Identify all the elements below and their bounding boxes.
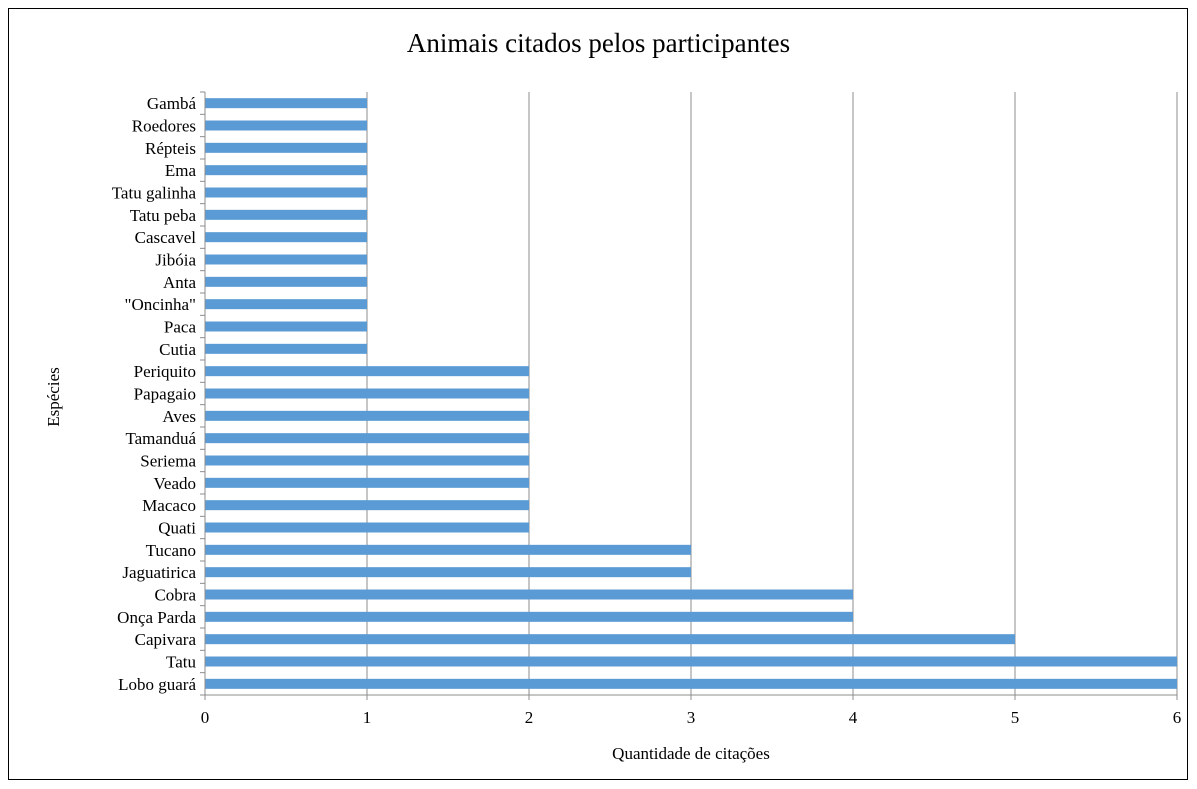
bar [205, 656, 1177, 667]
y-tick-label: Macaco [142, 496, 196, 515]
bar [205, 567, 691, 578]
y-tick-label: Gambá [147, 94, 197, 113]
bar [205, 165, 367, 176]
bar [205, 209, 367, 220]
bar [205, 589, 853, 600]
y-tick-label: Capivara [135, 630, 197, 649]
bar [205, 433, 529, 444]
y-tick-label: Tamanduá [125, 429, 196, 448]
y-tick-label: Roedores [132, 117, 196, 136]
bar [205, 254, 367, 265]
y-tick-label: Jibóia [155, 251, 196, 270]
y-tick-label: Paca [164, 318, 197, 337]
y-tick-label: Anta [163, 273, 197, 292]
bar [205, 410, 529, 421]
bar [205, 455, 529, 466]
y-tick-label: Quati [158, 519, 196, 538]
y-tick-label: Tatu peba [130, 206, 197, 225]
bar [205, 500, 529, 511]
y-tick-label: Tucano [146, 541, 196, 560]
bar [205, 611, 853, 622]
bar [205, 120, 367, 131]
y-tick-label: Aves [162, 407, 196, 426]
y-tick-label: Cutia [159, 340, 196, 359]
chart-title: Animais citados pelos participantes [406, 28, 791, 58]
x-tick-label: 3 [687, 708, 696, 727]
bar [205, 634, 1015, 645]
y-tick-label: Veado [154, 474, 196, 493]
bar [205, 187, 367, 198]
bar [205, 276, 367, 287]
bar [205, 388, 529, 399]
x-tick-label: 1 [363, 708, 372, 727]
y-tick-label: Cascavel [135, 228, 197, 247]
bar [205, 98, 367, 109]
x-tick-label: 5 [1011, 708, 1020, 727]
x-tick-label: 4 [849, 708, 858, 727]
y-tick-label: Tatu [166, 653, 196, 672]
bar [205, 678, 1177, 689]
bar [205, 299, 367, 310]
y-tick-label: Onça Parda [117, 608, 196, 627]
y-tick-label: Tatu galinha [112, 184, 197, 203]
bar [205, 477, 529, 488]
y-tick-label: Cobra [154, 586, 196, 605]
y-tick-label: Periquito [134, 362, 196, 381]
bar [205, 544, 691, 555]
bar [205, 522, 529, 533]
bar [205, 366, 529, 377]
bar [205, 232, 367, 243]
bar [205, 142, 367, 153]
y-tick-label: Jaguatirica [122, 563, 196, 582]
y-tick-label: Ema [165, 161, 197, 180]
bar [205, 321, 367, 332]
y-tick-label: Répteis [145, 139, 196, 158]
bar [205, 343, 367, 354]
y-tick-label: Lobo guará [118, 675, 196, 694]
y-tick-label: Papagaio [134, 385, 196, 404]
x-tick-label: 6 [1173, 708, 1182, 727]
x-tick-label: 0 [201, 708, 210, 727]
x-tick-label: 2 [525, 708, 534, 727]
x-axis-label: Quantidade de citações [612, 744, 770, 763]
y-tick-label: "Oncinha" [125, 295, 196, 314]
y-tick-label: Seriema [140, 452, 196, 471]
